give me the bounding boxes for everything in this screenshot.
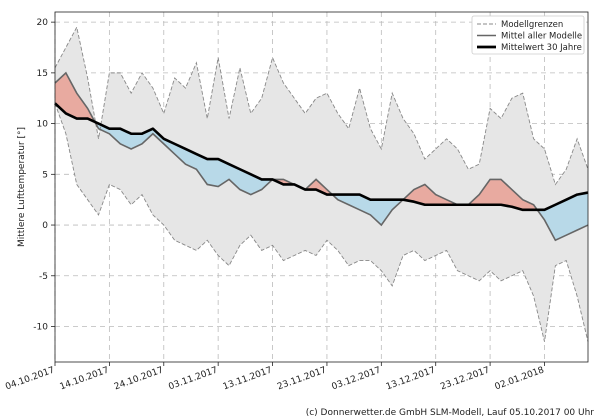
x-tick-label: 03.11.2017 [167, 365, 219, 392]
x-tick-label: 13.11.2017 [222, 365, 274, 392]
x-tick-label: 23.11.2017 [276, 365, 328, 392]
cold-anomaly-area [94, 121, 273, 195]
x-tick-label: 03.12.2017 [331, 365, 383, 392]
y-tick-label: 15 [37, 69, 48, 79]
y-tick-label: 10 [37, 120, 49, 130]
x-tick-label: 13.12.2017 [385, 365, 437, 392]
y-tick-label: 0 [42, 221, 48, 231]
credit-text: (c) Donnerwetter.de GmbH SLM-Modell, Lau… [305, 408, 594, 418]
y-tick-label: 20 [37, 18, 49, 28]
climate-mean-line [54, 102, 589, 212]
y-tick-label: -10 [33, 322, 48, 332]
x-tick-label: 24.10.2017 [113, 365, 165, 392]
legend: Modellgrenzen Mittel aller ModelleMittelw… [471, 15, 585, 55]
y-tick-label: -5 [39, 272, 48, 282]
model-mean-line [54, 71, 589, 242]
legend-label: Mittelwert 30 Jahre [501, 43, 582, 53]
x-tick-label: 23.12.2017 [439, 365, 491, 392]
cold-anomaly-area [537, 192, 588, 241]
plot-frame [54, 11, 589, 363]
legend-label: Modellgrenzen [501, 20, 563, 30]
x-tick-label: 14.10.2017 [59, 365, 111, 392]
x-tick-label: 02.01.2018 [494, 365, 546, 392]
model-upper-line [54, 25, 589, 186]
y-axis-title: Mittlere Lufttemperatur [°] [17, 127, 27, 247]
cold-anomaly-area [332, 194, 404, 226]
warm-anomaly-area [55, 72, 95, 122]
plot-lines [54, 25, 589, 342]
warm-anomaly-area [403, 179, 538, 210]
legend-box [471, 15, 585, 55]
x-tick-label: 04.10.2017 [4, 365, 56, 392]
y-tick-label: 5 [42, 170, 48, 180]
legend-label: Mittel aller Modelle [501, 32, 582, 42]
